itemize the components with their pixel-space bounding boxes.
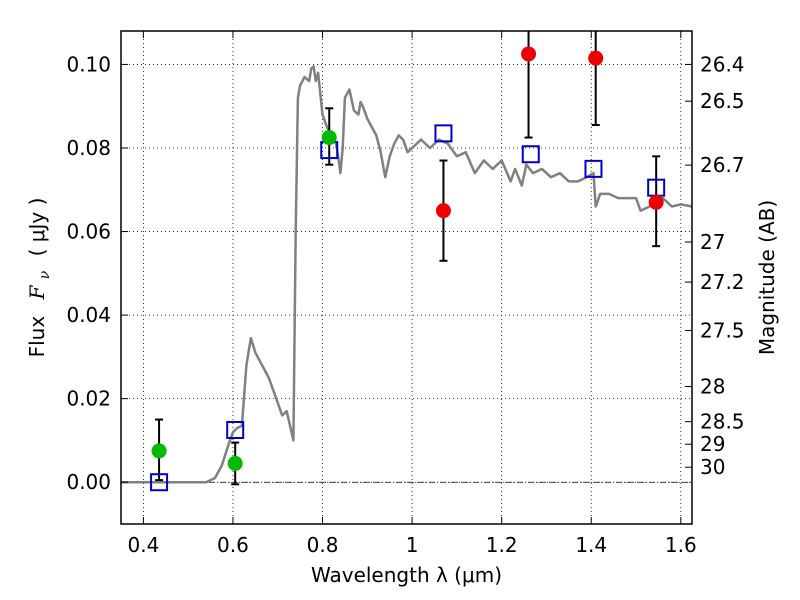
right-tick-label: 27.2 [700, 270, 745, 294]
model-square-point [521, 145, 540, 164]
right-tick-label: 26.5 [700, 89, 745, 113]
x-tick-label: 1 [406, 533, 419, 557]
axes-frame [120, 30, 693, 525]
green-point [321, 130, 337, 146]
x-tick-label: 0.4 [127, 533, 159, 557]
model-square-point [150, 473, 169, 492]
right-tick-label: 26.4 [700, 52, 745, 76]
green-point [227, 455, 243, 471]
right-tick-label: 27 [700, 230, 725, 254]
grid [121, 31, 692, 524]
red-point [435, 203, 451, 219]
model-square-point [226, 420, 245, 439]
right-tick-label: 28.5 [700, 410, 745, 434]
right-tick-label: 30 [700, 455, 725, 479]
y-axis-label-prefix: Flux [25, 316, 49, 358]
y-tick-label: 0.10 [66, 52, 111, 76]
x-tick-label: 1.2 [486, 533, 518, 557]
right-tick-label: 27.5 [700, 319, 745, 343]
red-point [648, 194, 664, 210]
model-square-point [434, 124, 453, 143]
right-tick-label: 28 [700, 375, 725, 399]
ticks: 0.4 0.6 0.8 1 1.2 1.4 1.6 0.00 0.02 0.04 0.06 0.08 0… [66, 31, 745, 557]
red-point [588, 50, 604, 66]
model-spectrum-line [121, 65, 692, 484]
model-square-point [584, 159, 603, 178]
y-axis-label-right: Magnitude (AB) [755, 200, 779, 355]
y-tick-label: 0.06 [66, 220, 111, 244]
x-tick-label: 0.8 [307, 533, 339, 557]
y-tick-label: 0.04 [66, 303, 111, 327]
plot-area [121, 31, 692, 492]
y-axis-label-unit: ( μJy ) [25, 198, 49, 257]
y-axis-label-symbol: F [25, 284, 49, 300]
x-tick-label: 1.6 [665, 533, 697, 557]
y-tick-label: 0.00 [66, 470, 111, 494]
red-point [521, 46, 537, 62]
right-tick-label: 29 [700, 432, 725, 456]
green-point [151, 443, 167, 459]
y-tick-label: 0.02 [66, 387, 111, 411]
y-axis-label-subscript: ν [37, 270, 53, 279]
right-tick-label: 26.7 [700, 153, 745, 177]
y-tick-label: 0.08 [66, 136, 111, 160]
x-tick-label: 1.4 [575, 533, 607, 557]
x-tick-label: 0.6 [217, 533, 249, 557]
y-axis-label-left: Flux F ν ( μJy ) [25, 198, 54, 358]
x-axis-label: Wavelength λ (μm) [311, 563, 502, 587]
